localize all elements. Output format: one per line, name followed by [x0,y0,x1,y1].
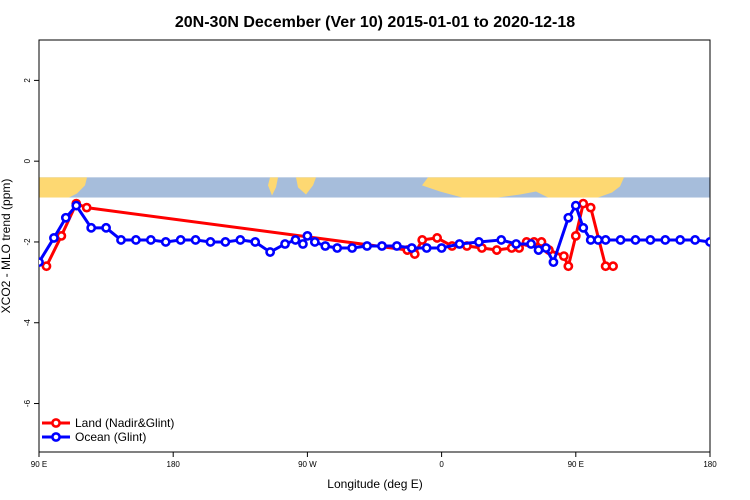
x-tick-label: 90 E [31,460,47,469]
legend-marker [51,418,61,428]
data-point [570,200,581,211]
data-point [298,239,308,249]
y-axis-label: XCO2 - MLO trend (ppm) [0,179,13,314]
data-point [675,235,686,245]
data-point [558,251,569,261]
data-point [280,239,290,249]
x-tick-label: 180 [167,460,181,469]
data-point [39,257,44,268]
data-point [491,245,502,255]
data-point [511,239,522,249]
data-point [362,241,372,251]
data-point [116,235,126,245]
chart-title: 20N-30N December (Ver 10) 2015-01-01 to … [175,14,575,31]
data-point [615,235,626,245]
data-point [56,231,67,241]
map-land-2 [296,177,316,195]
x-axis-label: Longitude (deg E) [327,477,422,491]
data-point [265,247,276,257]
data-point [101,222,111,233]
data-point [660,235,671,245]
map-land-3 [422,177,624,198]
y-tick-label: -4 [23,319,32,327]
data-point [235,235,246,245]
data-point [347,243,358,253]
data-point [548,257,559,268]
data-point [332,243,343,253]
legend-label: Ocean (Glint) [75,430,146,444]
data-point [541,243,551,253]
map-land-1 [268,177,278,196]
legend-item-1: Ocean (Glint) [42,430,146,444]
data-point [436,243,447,253]
data-point [60,212,71,223]
data-point [705,237,710,247]
data-point [496,235,507,245]
data-point [406,243,417,253]
y-axis: 2 0 -2 -4 -6 [23,78,39,407]
data-point [145,235,156,245]
data-point [290,235,301,245]
data-point [190,235,201,245]
data-point [391,241,402,251]
data-point [160,237,171,247]
data-point [600,261,611,272]
legend-item-0: Land (Nadir&Glint) [42,416,174,430]
x-axis: 90 E 180 90 W 0 90 E 180 [31,452,717,469]
legend-label: Land (Nadir&Glint) [75,416,174,430]
data-point [320,241,331,251]
data-point [585,235,596,245]
data-point [81,202,92,213]
data-point [578,222,589,233]
data-point [175,235,186,245]
data-point [578,198,589,209]
data-point [563,212,574,223]
data-point [630,235,641,245]
series-line [45,202,614,268]
data-point [417,235,428,245]
data-point [220,237,231,247]
data-point [563,261,574,272]
data-point [250,237,261,247]
y-tick-label: 0 [23,158,32,163]
x-tick-label: 90 W [298,460,317,469]
world-map-band [39,177,710,198]
data-point [473,237,484,247]
data-point [41,261,52,272]
series-0 [41,198,618,272]
data-point [302,231,313,241]
data-point [71,200,82,211]
y-tick-label: -2 [23,238,32,246]
data-point [526,239,536,249]
data-point [421,243,432,253]
y-tick-label: 2 [23,78,32,83]
data-point [608,261,618,272]
series-layer [39,198,710,272]
data-point [49,233,59,243]
data-point [585,202,596,213]
data-point [536,237,547,247]
legend-marker [51,432,61,442]
data-point [593,235,604,245]
x-tick-label: 180 [703,460,717,469]
data-point [432,233,443,243]
data-point [86,222,97,233]
data-point [600,235,611,245]
data-point [533,245,544,255]
data-point [690,235,700,245]
data-point [454,239,465,249]
map-land-0 [39,177,87,198]
series-1 [39,200,710,268]
legend: Land (Nadir&Glint)Ocean (Glint) [42,416,174,444]
data-point [645,235,656,245]
data-point [309,237,320,247]
data-point [377,241,387,251]
y-tick-label: -6 [23,399,32,407]
x-tick-label: 0 [439,460,444,469]
data-point [131,235,141,245]
data-point [205,237,216,247]
x-tick-label: 90 E [568,460,584,469]
data-point [570,231,581,241]
